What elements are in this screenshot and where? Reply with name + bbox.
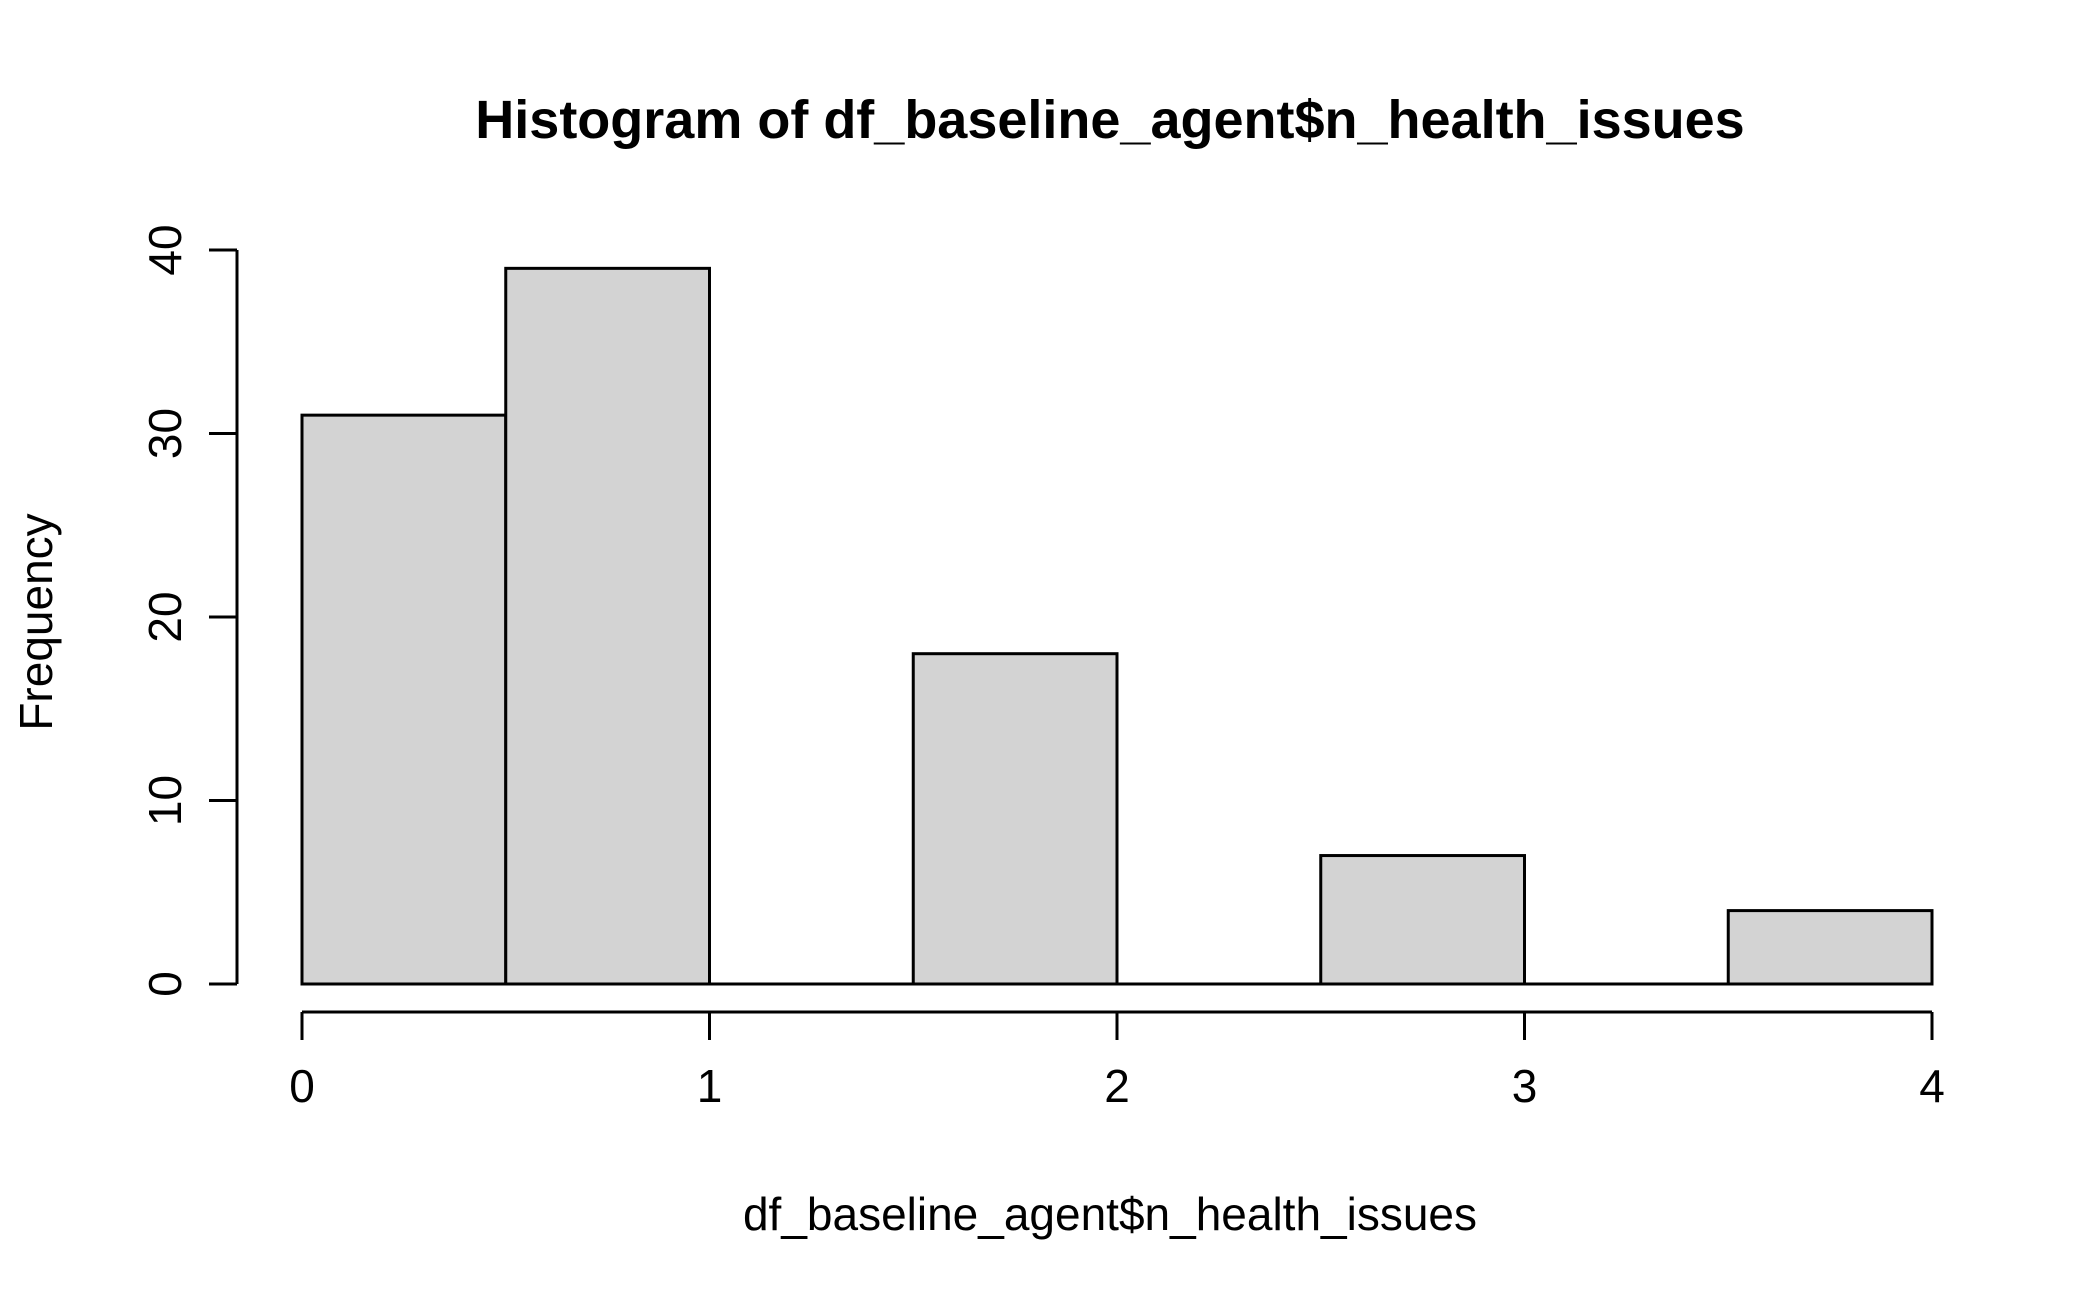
y-tick-label: 20 <box>139 591 191 642</box>
histogram-bar <box>300 413 508 986</box>
chart-title: Histogram of df_baseline_agent$n_health_… <box>475 90 1744 150</box>
x-tick-label: 0 <box>289 1060 315 1112</box>
y-tick-label: 0 <box>139 971 191 997</box>
x-axis: 0 1 2 3 4 <box>289 1010 1945 1112</box>
y-axis: 0 10 20 30 40 <box>139 224 239 997</box>
histogram-bar <box>1319 854 1526 986</box>
histogram-bar <box>1726 909 1934 986</box>
x-axis-label: df_baseline_agent$n_health_issues <box>743 1188 1477 1240</box>
y-axis-label: Frequency <box>10 513 62 730</box>
bars-group <box>300 266 1934 986</box>
y-tick-label: 10 <box>139 775 191 826</box>
histogram-bar <box>504 266 711 986</box>
x-tick-label: 4 <box>1919 1060 1945 1112</box>
y-tick-label: 40 <box>139 224 191 275</box>
x-tick-label: 3 <box>1512 1060 1538 1112</box>
x-tick-label: 2 <box>1104 1060 1130 1112</box>
y-tick-label: 30 <box>139 408 191 459</box>
histogram-bar <box>911 652 1119 986</box>
x-tick-label: 1 <box>697 1060 723 1112</box>
